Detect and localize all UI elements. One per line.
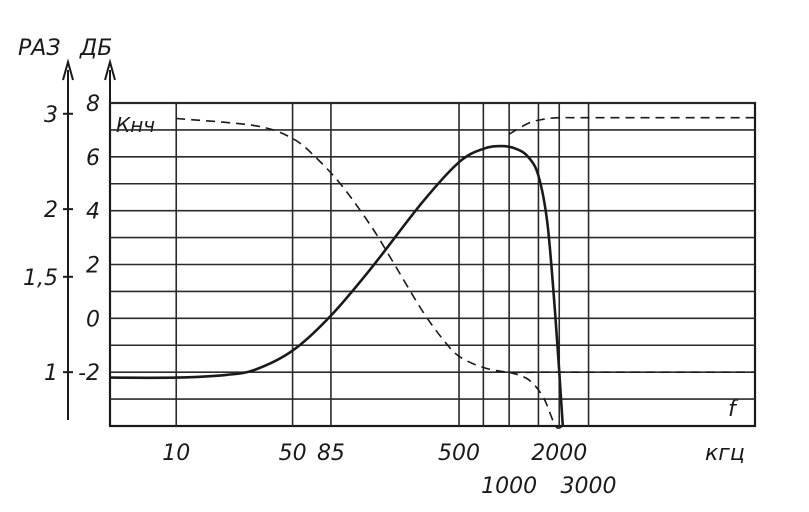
x-tick-label: 85 [317, 441, 345, 466]
left-tick-label: 1,5 [23, 266, 58, 291]
dashed-curve-2 [508, 116, 755, 135]
right-axis-title: ДБ [79, 36, 112, 61]
right-tick-label: 2 [86, 254, 100, 279]
dashed-curve-3 [508, 371, 564, 429]
left-tick-label: 1 [44, 361, 58, 386]
left-tick-label: 2 [44, 198, 58, 223]
right-tick-label: 0 [86, 307, 100, 332]
right-tick-label: 6 [86, 146, 100, 171]
x-tick-label: 500 [438, 441, 480, 466]
right-tick-label: -2 [78, 361, 100, 386]
x-tick-label: 2000 [531, 441, 587, 466]
f-annotation: f [728, 397, 739, 422]
right-axis-arrow [104, 58, 116, 81]
right-tick-label: 4 [86, 200, 100, 225]
x-tick-label: 3000 [561, 474, 617, 499]
x-tick-label: 50 [279, 441, 307, 466]
left-axis-title: РАЗ [18, 36, 60, 61]
x-tick-label: 1000 [481, 474, 537, 499]
left-tick-label: 3 [44, 103, 58, 128]
knch-annotation: Кнч [116, 113, 155, 137]
knch-db-curve [109, 144, 565, 427]
left-axis-arrow [62, 58, 74, 81]
right-tick-label: 8 [86, 92, 100, 117]
x-tick-label: 10 [162, 441, 190, 466]
dashed-curve-1 [176, 117, 755, 374]
x-unit-label: кгц [705, 441, 745, 466]
